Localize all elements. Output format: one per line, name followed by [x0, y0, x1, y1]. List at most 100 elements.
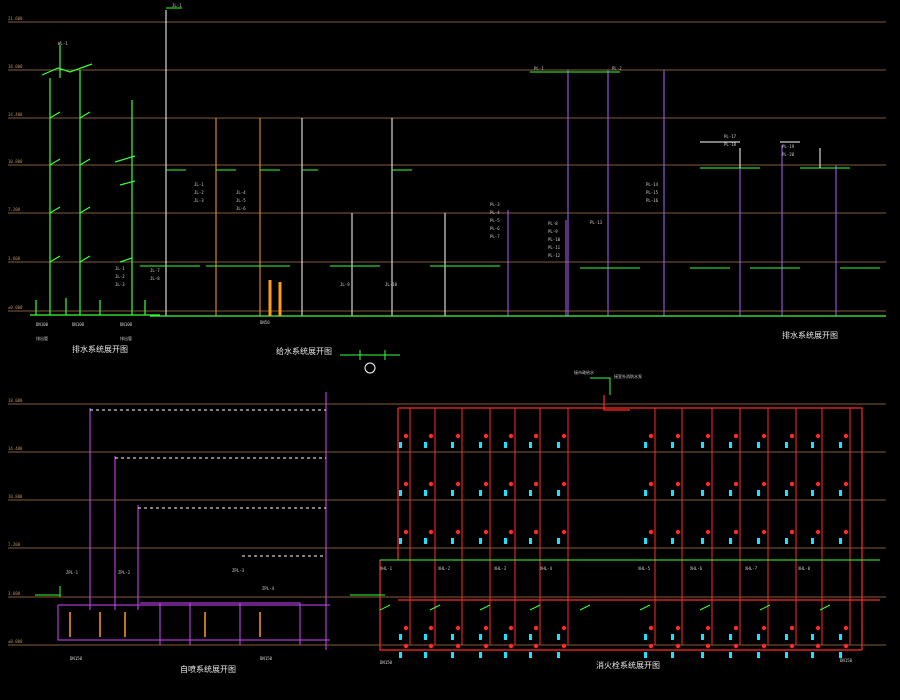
valve-icon	[424, 634, 427, 640]
hydrant-cabinet-icon	[705, 481, 711, 487]
valve-icon	[424, 442, 427, 448]
valve-icon	[701, 538, 704, 544]
sprinkler-system	[35, 392, 330, 650]
svg-text:XHL-7: XHL-7	[745, 566, 758, 571]
hydrant-cabinet-icon	[761, 529, 767, 535]
valve-icon	[757, 538, 760, 544]
valve-icon	[451, 538, 454, 544]
valve-icon	[757, 490, 760, 496]
svg-text:XHL-3: XHL-3	[494, 566, 507, 571]
hydrant-cabinet-icon	[843, 529, 849, 535]
hydrant-cabinet-icon	[648, 625, 654, 631]
svg-text:PL-16: PL-16	[646, 198, 659, 203]
hydrant-cabinet-icon	[843, 481, 849, 487]
hydrant-cabinet-icon	[733, 643, 739, 649]
hydrant-cabinet-icon	[815, 433, 821, 439]
hydrant-cabinet-icon	[483, 481, 489, 487]
svg-text:WL-1: WL-1	[58, 41, 68, 46]
hydrant-cabinet-icon	[508, 625, 514, 631]
title-supply-system: 给水系统展开图	[276, 346, 332, 356]
valve-icon	[785, 490, 788, 496]
valve-icon	[671, 634, 674, 640]
valve-icon	[701, 652, 704, 658]
valve-icon	[671, 490, 674, 496]
valve-icon	[757, 634, 760, 640]
hydrant-cabinet-icon	[428, 625, 434, 631]
svg-text:JL-1: JL-1	[115, 266, 125, 271]
hydrant-cabinet-icon	[561, 481, 567, 487]
valve-icon	[557, 652, 560, 658]
valve-icon	[479, 490, 482, 496]
valve-icon	[399, 538, 402, 544]
valve-icon	[701, 634, 704, 640]
valve-icon	[729, 634, 732, 640]
valve-icon	[671, 538, 674, 544]
valve-icon	[785, 538, 788, 544]
valve-icon	[451, 652, 454, 658]
hydrant-cabinet-icon	[705, 643, 711, 649]
valve-icon	[479, 652, 482, 658]
hydrant-source-label: 接市政给水	[574, 369, 594, 375]
hydrant-cabinet-icon	[675, 481, 681, 487]
svg-text:PL-11: PL-11	[548, 245, 561, 250]
svg-text:18.000: 18.000	[8, 64, 23, 69]
valve-icon	[839, 634, 842, 640]
svg-text:JL-3: JL-3	[115, 282, 125, 287]
valve-icon	[529, 634, 532, 640]
hydrant-cabinet-icon	[843, 625, 849, 631]
hydrant-cabinet-icon	[455, 643, 461, 649]
hydrant-cabinet-icon	[455, 529, 461, 535]
svg-text:JL-4: JL-4	[236, 190, 246, 195]
valve-icon	[811, 442, 814, 448]
svg-text:XHL-2: XHL-2	[438, 566, 451, 571]
hydrant-cabinet-icon	[533, 625, 539, 631]
valve-icon	[424, 652, 427, 658]
valve-icon	[785, 634, 788, 640]
hydrant-cabinet-icon	[733, 529, 739, 535]
valve-icon	[451, 634, 454, 640]
hydrant-cabinet-icon	[508, 529, 514, 535]
valve-icon	[729, 490, 732, 496]
valve-icon	[529, 490, 532, 496]
svg-text:10.800: 10.800	[8, 159, 23, 164]
hydrant-cabinet-icon	[455, 625, 461, 631]
valve-icon	[451, 442, 454, 448]
hydrant-cabinet-icon	[533, 643, 539, 649]
svg-text:PL-12: PL-12	[548, 253, 561, 258]
svg-text:PL-1: PL-1	[534, 66, 544, 71]
hydrant-green-links	[350, 377, 880, 611]
title-drain-system: 排水系统展开图	[72, 344, 128, 354]
hydrant-cabinet-icon	[761, 433, 767, 439]
svg-text:14.400: 14.400	[8, 446, 23, 451]
svg-text:±0.000: ±0.000	[8, 639, 23, 644]
valve-icon	[701, 490, 704, 496]
hydrant-cabinet-icon	[843, 643, 849, 649]
valve-icon	[644, 652, 647, 658]
svg-text:PL-5: PL-5	[490, 218, 500, 223]
hydrant-cabinet-icon	[455, 481, 461, 487]
svg-text:3.600: 3.600	[8, 256, 21, 261]
hydrant-cabinet-icon	[533, 481, 539, 487]
hydrant-cabinet-icon	[403, 529, 409, 535]
hydrant-cabinet-icon	[483, 529, 489, 535]
hydrant-cabinet-icon	[815, 643, 821, 649]
svg-text:JL-3: JL-3	[194, 198, 204, 203]
valve-icon	[644, 442, 647, 448]
svg-text:PL-20: PL-20	[782, 152, 795, 157]
valve-icon	[811, 538, 814, 544]
hydrant-cabinet-icon	[428, 643, 434, 649]
hydrant-cabinet-icon	[789, 643, 795, 649]
svg-text:PL-7: PL-7	[490, 234, 500, 239]
hydrant-cabinet-icon	[843, 433, 849, 439]
svg-text:排出管: 排出管	[120, 335, 132, 341]
hydrant-cabinet-icon	[533, 529, 539, 535]
drain-system-left	[30, 45, 160, 316]
svg-text:21.600: 21.600	[8, 16, 23, 21]
level-marks-lower: 18.000 14.400 10.800 7.200 3.600 ±0.000	[8, 398, 23, 644]
floor-lines-upper	[8, 21, 886, 312]
svg-text:7.200: 7.200	[8, 207, 21, 212]
valve-icon	[399, 442, 402, 448]
svg-text:DN100: DN100	[36, 322, 49, 327]
valve-icon	[424, 490, 427, 496]
